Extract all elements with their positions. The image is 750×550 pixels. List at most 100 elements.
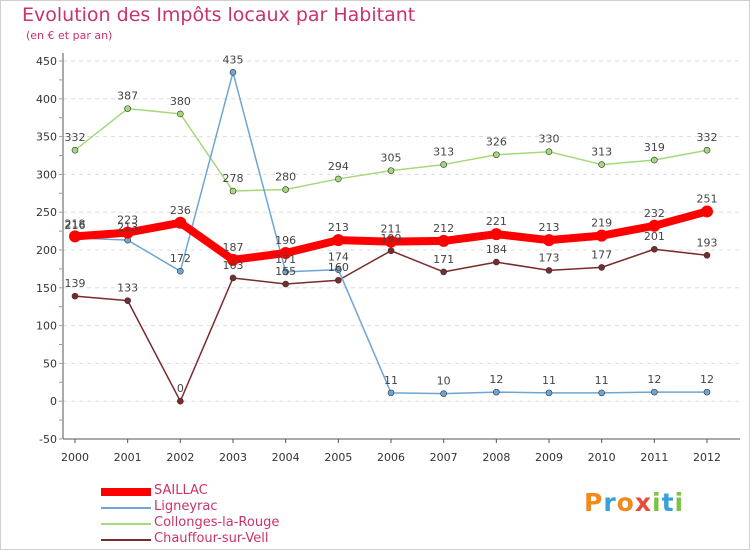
data-label-chauffour-sur-vell-2012: 193 — [697, 236, 718, 249]
data-label-chauffour-sur-vell-2003: 163 — [223, 259, 244, 272]
data-point-ligneyrac-2002 — [177, 268, 183, 274]
data-point-saillac-2002 — [174, 217, 186, 229]
data-point-saillac-2010 — [596, 230, 608, 242]
data-point-chauffour-sur-vell-2004 — [283, 281, 289, 287]
data-label-collonges-la-rouge-2010: 313 — [591, 146, 612, 159]
data-label-chauffour-sur-vell-2011: 201 — [644, 230, 665, 243]
data-label-ligneyrac-2010: 11 — [595, 374, 609, 387]
data-label-collonges-la-rouge-2001: 387 — [117, 90, 138, 103]
legend-label-collonges: Collonges-la-Rouge — [154, 515, 279, 530]
y-tick-label-6: 250 — [36, 206, 57, 219]
line-chart: -500501001502002503003504004502000 2001 20… — [0, 0, 750, 550]
data-point-collonges-la-rouge-2002 — [177, 111, 183, 117]
data-label-collonges-la-rouge-2012: 332 — [697, 131, 718, 144]
logo-letter: r — [603, 488, 616, 517]
x-tick-label-2003: 2003 — [219, 451, 247, 464]
data-point-saillac-2005 — [332, 234, 344, 246]
data-label-chauffour-sur-vell-2010: 177 — [591, 248, 612, 261]
data-point-ligneyrac-2010 — [599, 390, 605, 396]
data-label-chauffour-sur-vell-2000: 139 — [65, 277, 86, 290]
logo-letter: t — [662, 488, 675, 517]
proxiti-logo: Proxiti — [584, 488, 684, 517]
data-point-collonges-la-rouge-2001 — [125, 106, 131, 112]
data-label-chauffour-sur-vell-2004: 155 — [275, 265, 296, 278]
data-label-saillac-2007: 212 — [433, 222, 454, 235]
data-point-ligneyrac-2003 — [230, 69, 236, 75]
data-label-collonges-la-rouge-2006: 305 — [381, 152, 402, 165]
legend-label-saillac: SAILLAC — [154, 483, 208, 498]
data-label-ligneyrac-2000: 216 — [65, 219, 86, 232]
data-point-chauffour-sur-vell-2000 — [72, 293, 78, 299]
data-label-collonges-la-rouge-2008: 326 — [486, 136, 507, 149]
x-tick-label-2009: 2009 — [535, 451, 563, 464]
data-label-ligneyrac-2001: 213 — [117, 221, 138, 234]
data-label-saillac-2005: 213 — [328, 221, 349, 234]
y-tick-label-9: 400 — [36, 93, 57, 106]
x-tick-label-2006: 2006 — [377, 451, 405, 464]
data-point-ligneyrac-2009 — [546, 390, 552, 396]
y-tick-label-5: 200 — [36, 244, 57, 257]
data-label-collonges-la-rouge-2004: 280 — [275, 171, 296, 184]
data-point-collonges-la-rouge-2004 — [283, 187, 289, 193]
data-point-chauffour-sur-vell-2009 — [546, 267, 552, 273]
y-tick-label-8: 350 — [36, 131, 57, 144]
data-label-collonges-la-rouge-2011: 319 — [644, 141, 665, 154]
data-point-collonges-la-rouge-2009 — [546, 149, 552, 155]
data-point-collonges-la-rouge-2008 — [493, 152, 499, 158]
data-label-chauffour-sur-vell-2006: 199 — [381, 232, 402, 245]
x-tick-label-2010: 2010 — [588, 451, 616, 464]
data-point-ligneyrac-2012 — [704, 389, 710, 395]
data-label-ligneyrac-2002: 172 — [170, 252, 191, 265]
data-label-saillac-2010: 219 — [591, 217, 612, 230]
data-point-ligneyrac-2011 — [651, 389, 657, 395]
data-label-ligneyrac-2004: 171 — [275, 253, 296, 266]
data-point-chauffour-sur-vell-2002 — [177, 398, 183, 404]
data-point-collonges-la-rouge-2005 — [335, 176, 341, 182]
data-label-saillac-2012: 251 — [697, 192, 718, 205]
series-line-collonges-la-rouge — [75, 109, 707, 191]
x-tick-label-2007: 2007 — [430, 451, 458, 464]
data-point-ligneyrac-2006 — [388, 390, 394, 396]
data-point-collonges-la-rouge-2010 — [599, 162, 605, 168]
data-label-saillac-2002: 236 — [170, 204, 191, 217]
data-point-chauffour-sur-vell-2008 — [493, 259, 499, 265]
data-point-collonges-la-rouge-2012 — [704, 147, 710, 153]
data-point-saillac-2000 — [69, 230, 81, 242]
data-point-chauffour-sur-vell-2011 — [651, 246, 657, 252]
data-point-chauffour-sur-vell-2007 — [441, 269, 447, 275]
y-tick-label-10: 450 — [36, 55, 57, 68]
x-tick-label-2001: 2001 — [114, 451, 142, 464]
data-point-chauffour-sur-vell-2012 — [704, 252, 710, 258]
data-point-collonges-la-rouge-2007 — [441, 162, 447, 168]
data-point-ligneyrac-2007 — [441, 391, 447, 397]
data-label-chauffour-sur-vell-2007: 171 — [433, 253, 454, 266]
data-point-saillac-2009 — [543, 234, 555, 246]
data-label-chauffour-sur-vell-2008: 184 — [486, 243, 507, 256]
x-tick-label-2012: 2012 — [693, 451, 721, 464]
data-point-chauffour-sur-vell-2010 — [599, 264, 605, 270]
logo-letter: o — [617, 488, 635, 517]
data-label-saillac-2011: 232 — [644, 207, 665, 220]
data-point-collonges-la-rouge-2006 — [388, 168, 394, 174]
data-label-saillac-2003: 187 — [223, 241, 244, 254]
data-label-saillac-2004: 196 — [275, 234, 296, 247]
data-label-ligneyrac-2003: 435 — [223, 53, 244, 66]
x-tick-label-2002: 2002 — [166, 451, 194, 464]
data-point-chauffour-sur-vell-2001 — [125, 298, 131, 304]
y-tick-label-3: 100 — [36, 320, 57, 333]
data-point-saillac-2008 — [490, 228, 502, 240]
data-label-saillac-2009: 213 — [539, 221, 560, 234]
x-tick-label-2011: 2011 — [640, 451, 668, 464]
y-tick-label-1: 0 — [50, 395, 57, 408]
x-tick-label-2004: 2004 — [272, 451, 300, 464]
legend-label-ligneyrac: Ligneyrac — [154, 499, 218, 514]
data-label-collonges-la-rouge-2003: 278 — [223, 172, 244, 185]
data-label-ligneyrac-2007: 10 — [437, 375, 451, 388]
data-label-ligneyrac-2009: 11 — [542, 374, 556, 387]
data-label-chauffour-sur-vell-2002: 0 — [177, 382, 184, 395]
data-label-chauffour-sur-vell-2005: 160 — [328, 261, 349, 274]
data-label-saillac-2008: 221 — [486, 215, 507, 228]
data-label-collonges-la-rouge-2009: 330 — [539, 133, 560, 146]
data-label-ligneyrac-2008: 12 — [489, 373, 503, 386]
logo-letter: P — [584, 488, 603, 517]
